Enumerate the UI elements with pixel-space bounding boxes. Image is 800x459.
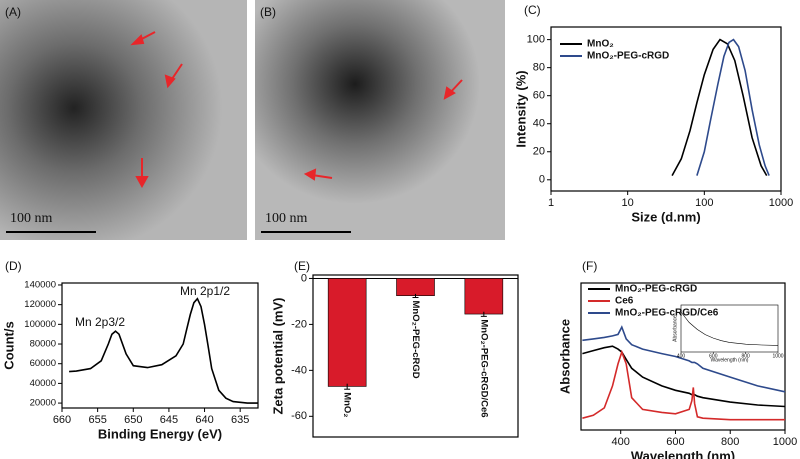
y-tick-label: -40	[291, 364, 307, 376]
y-axis-label: Intensity (%)	[513, 70, 528, 147]
x-tick-label: 100	[695, 197, 713, 209]
plot-frame	[550, 26, 782, 192]
x-tick-label: 660	[53, 414, 71, 426]
x-axis-label: Wavelength (nm)	[711, 357, 749, 363]
y-axis-label: Absorbance	[557, 319, 572, 394]
x-tick-label: 10	[622, 197, 634, 209]
annotation: Mn 2p3/2	[75, 315, 125, 329]
y-tick-label: 20000	[30, 398, 56, 409]
x-tick-label: 650	[124, 414, 142, 426]
y-tick-label: 40000	[30, 378, 56, 389]
x-tick-label: 1000	[772, 353, 783, 359]
plot-frame	[61, 282, 259, 409]
x-tick-label: 600	[666, 436, 684, 448]
y-tick-label: 100	[527, 34, 545, 46]
x-tick-label: 400	[677, 353, 686, 359]
x-tick-label: 655	[88, 414, 106, 426]
x-axis-label: Size (d.nm)	[631, 209, 700, 224]
y-tick-label: 80000	[30, 339, 56, 350]
y-tick-label: 60000	[30, 358, 56, 369]
y-tick-label: 20	[533, 146, 545, 158]
panel-label: (A)	[5, 5, 21, 19]
tem-image	[255, 0, 505, 240]
y-axis-label: Absorbance	[672, 315, 678, 342]
x-tick-label: 1000	[769, 197, 793, 209]
panel-label: (B)	[260, 5, 276, 19]
category-label: MnO₂	[342, 392, 353, 417]
line	[671, 38, 768, 176]
line	[582, 325, 786, 393]
y-tick-label: 80	[533, 62, 545, 74]
category-label: MnO₂-PEG-cRGD	[410, 301, 421, 379]
y-tick-label: -20	[291, 318, 307, 330]
plot-frame	[680, 304, 779, 353]
x-tick-label: 1000	[773, 436, 797, 448]
bar	[464, 278, 504, 315]
panel-label: (C)	[524, 3, 541, 17]
legend-label: MnO₂-PEG-cRGD	[587, 51, 669, 62]
scale-bar-label: 100 nm	[10, 211, 53, 226]
x-axis-label: Binding Energy (eV)	[98, 426, 222, 441]
line	[696, 38, 770, 176]
legend-label: Ce6	[615, 296, 634, 307]
tem-image	[0, 0, 247, 240]
y-tick-label: 40	[533, 118, 545, 130]
line	[582, 345, 786, 408]
panel-label: (F)	[582, 259, 597, 273]
annotation: Mn 2p1/2	[180, 284, 230, 298]
x-axis-label: Wavelength (nm)	[631, 448, 735, 459]
bar	[327, 278, 367, 387]
panel-label: (E)	[294, 259, 310, 273]
legend-label: MnO₂-PEG-cRGD/Ce6	[615, 308, 719, 319]
x-tick-label: 800	[741, 353, 750, 359]
line	[69, 297, 258, 404]
y-tick-label: 120000	[24, 299, 56, 310]
y-tick-label: 0	[301, 272, 307, 284]
line	[680, 311, 779, 346]
x-tick-label: 635	[231, 414, 249, 426]
y-tick-label: 140000	[24, 279, 56, 290]
x-tick-label: 640	[195, 414, 213, 426]
y-axis-label: Zeta potential (mV)	[270, 297, 285, 414]
x-tick-label: 600	[709, 353, 718, 359]
plot-frame	[580, 282, 786, 431]
line	[582, 349, 785, 421]
x-tick-label: 1	[548, 197, 554, 209]
y-tick-label: 60	[533, 90, 545, 102]
x-tick-label: 400	[612, 436, 630, 448]
x-tick-label: 800	[721, 436, 739, 448]
y-axis-label: Count/s	[1, 321, 16, 369]
scale-bar-label: 100 nm	[265, 211, 308, 226]
arrows	[130, 31, 463, 189]
panel-label: (D)	[5, 259, 22, 273]
y-tick-label: -60	[291, 410, 307, 422]
category-label: MnO₂-PEG-cRGD/Ce6	[478, 319, 489, 417]
y-tick-label: 100000	[24, 319, 56, 330]
y-tick-label: 0	[539, 174, 545, 186]
legend-label: MnO₂-PEG-cRGD	[615, 284, 697, 295]
legend-label: MnO₂	[587, 39, 614, 50]
plot-frame	[312, 274, 519, 438]
x-tick-label: 645	[160, 414, 178, 426]
bar	[396, 278, 435, 296]
